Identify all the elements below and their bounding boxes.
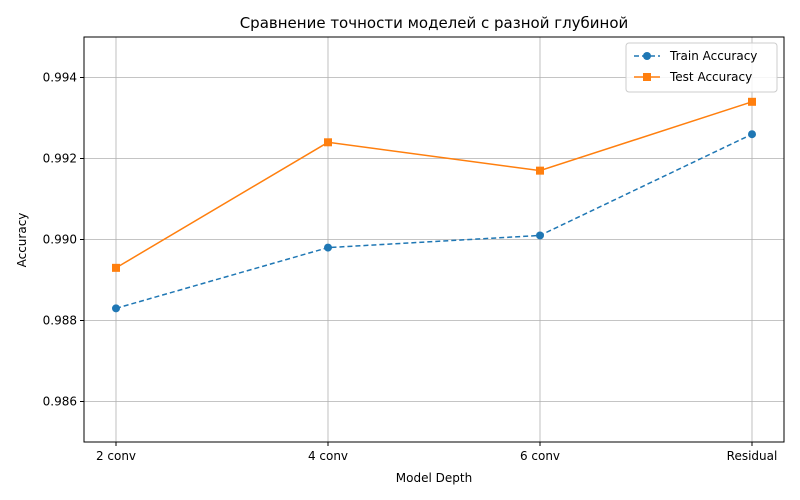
series-2-marker xyxy=(112,263,120,272)
series-1-marker xyxy=(748,130,756,139)
series-2-marker xyxy=(324,138,332,147)
x-tick-label: Residual xyxy=(727,449,778,463)
series-1-marker xyxy=(324,243,332,252)
legend-label-2: Test Accuracy xyxy=(669,70,752,84)
legend-label-1: Train Accuracy xyxy=(669,49,757,63)
y-axis: 0.986 0.988 0.990 0.992 0.994 xyxy=(43,71,84,409)
x-tick-label: 4 conv xyxy=(308,449,348,463)
y-tick-label: 0.990 xyxy=(43,233,77,247)
y-tick-label: 0.988 xyxy=(43,314,77,328)
series xyxy=(112,97,756,313)
x-tick-label: 2 conv xyxy=(96,449,136,463)
series-1-marker xyxy=(536,231,544,240)
legend-marker-1 xyxy=(643,52,651,60)
series-line-1 xyxy=(115,133,753,310)
y-axis-label: Accuracy xyxy=(15,213,29,268)
legend-marker-2 xyxy=(643,73,651,81)
y-tick-label: 0.992 xyxy=(43,152,77,166)
series-2-marker xyxy=(748,97,756,106)
y-tick-label: 0.986 xyxy=(43,395,77,409)
series-line-2 xyxy=(115,101,753,269)
legend: Train Accuracy Test Accuracy xyxy=(625,42,778,93)
x-axis: 2 conv 4 conv 6 conv Residual xyxy=(96,442,777,463)
x-axis-label: Model Depth xyxy=(396,471,472,485)
series-2-marker xyxy=(536,166,544,175)
x-tick-label: 6 conv xyxy=(520,449,560,463)
chart-title: Сравнение точности моделей с разной глуб… xyxy=(240,14,629,32)
grid xyxy=(84,37,784,442)
series-1-marker xyxy=(112,304,120,313)
legend-box xyxy=(625,42,778,93)
y-tick-label: 0.994 xyxy=(43,71,77,85)
